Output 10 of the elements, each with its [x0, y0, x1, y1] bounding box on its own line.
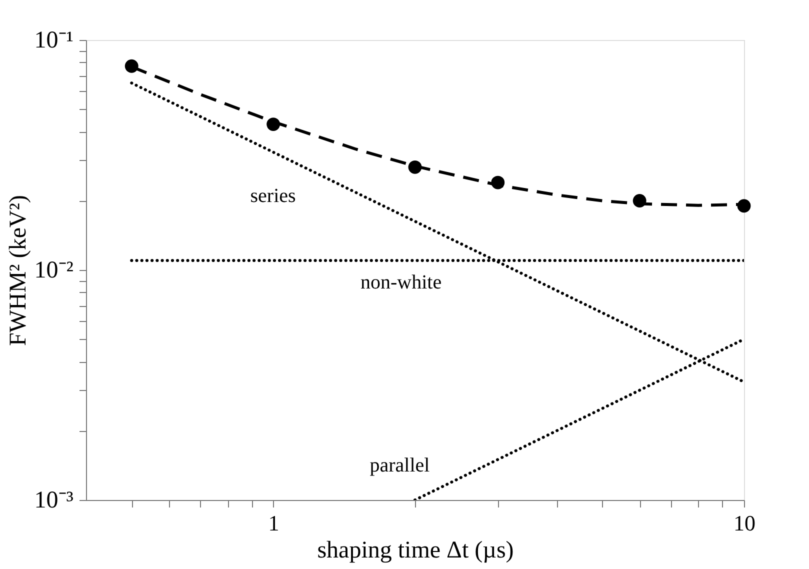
- series-label: parallel: [370, 454, 430, 476]
- x-tick-label: 1: [268, 510, 280, 536]
- y-tick-label: 10⁻²: [34, 258, 74, 284]
- x-tick-label: 10: [734, 510, 756, 536]
- y-tick-label: 10⁻³: [34, 488, 74, 514]
- series-label: non-white: [360, 271, 442, 294]
- series-label: series: [250, 184, 296, 207]
- y-tick-label: 10⁻¹: [34, 28, 74, 54]
- y-axis-title: FWHM² (keV²): [5, 194, 32, 346]
- x-axis-title: shaping time Δt (µs): [317, 538, 514, 564]
